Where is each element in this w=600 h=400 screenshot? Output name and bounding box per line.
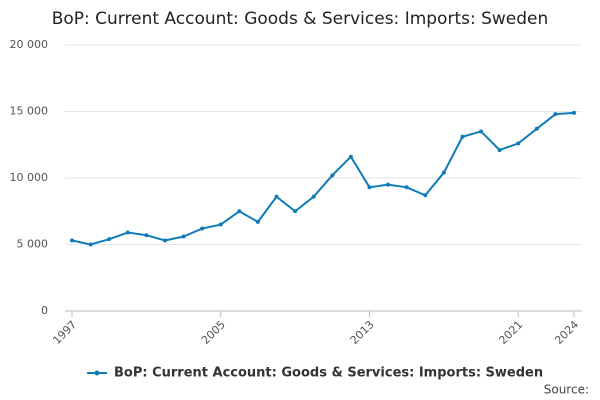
data-point [330,173,335,178]
data-point [386,182,391,187]
data-point [311,194,316,199]
data-point [348,154,353,159]
data-point [553,112,558,117]
data-point [181,234,186,239]
data-point [274,194,279,199]
series-line [71,111,575,246]
y-tick-label: 20 000 [10,38,49,51]
data-point [404,185,409,190]
data-point [423,193,428,198]
source: Source: [544,383,589,397]
data-point [88,242,93,247]
data-point [516,141,521,146]
data-point [144,233,149,238]
y-tick-label: 10 000 [10,171,49,184]
x-tick-label: 2024 [552,318,581,347]
x-tick-label: 2005 [199,318,228,347]
data-point [162,238,167,243]
x-tick-label: 2013 [348,318,377,347]
data-point [497,148,502,153]
data-point [460,134,465,139]
data-point [70,238,74,243]
data-point [479,129,484,134]
y-tick-label: 5 000 [17,238,49,251]
data-point [441,170,446,175]
data-point [293,209,298,214]
data-point [367,185,372,190]
data-point [107,237,112,242]
x-tick-label: 2021 [496,318,525,347]
y-tick-label: 0 [41,304,48,317]
data-point [255,219,260,224]
data-point [572,110,576,115]
x-tick-label: 1997 [50,318,79,347]
y-tick-label: 15 000 [10,105,49,118]
data-point [125,230,130,235]
data-point [534,126,539,131]
data-point [218,222,223,227]
legend-label: BoP: Current Account: Goods & Services: … [114,366,543,381]
chart-title: BoP: Current Account: Goods & Services: … [52,9,549,29]
data-point [237,209,242,214]
data-point [200,226,205,231]
legend-marker [94,370,100,376]
